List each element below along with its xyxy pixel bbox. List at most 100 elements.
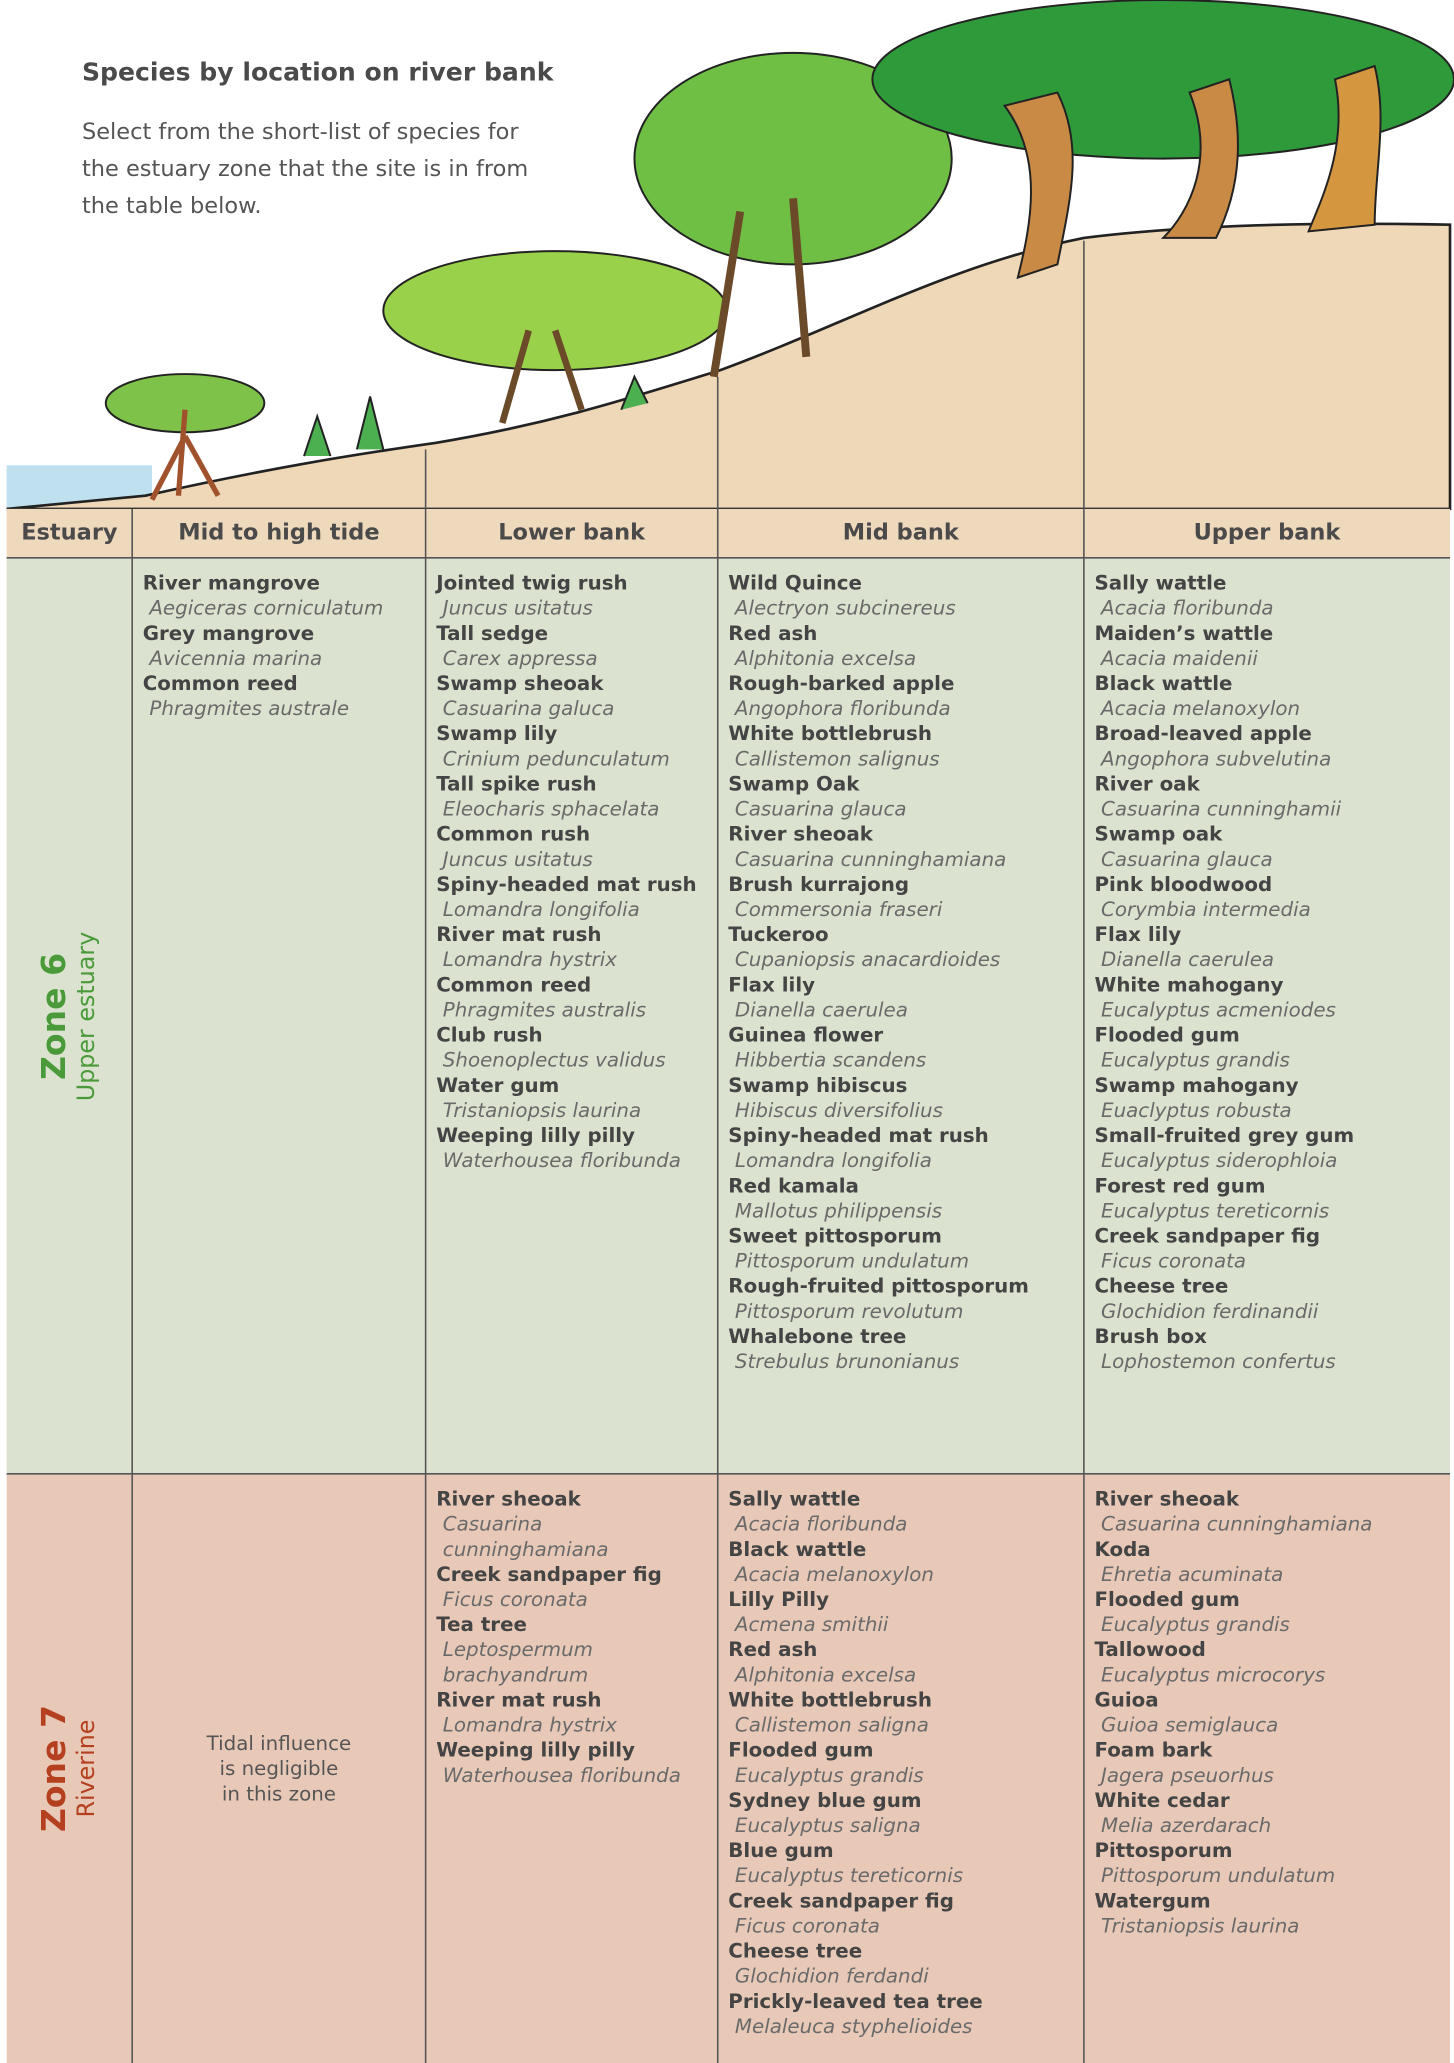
common-name: Flax lily (1094, 922, 1182, 947)
scientific-name: Avicennia marina (149, 646, 323, 671)
common-name: Creek sandpaper fig (436, 1562, 662, 1587)
scientific-name: Eleocharis sphacelata (442, 797, 660, 821)
common-name: Black wattle (728, 1537, 867, 1562)
common-name: Forest red gum (1094, 1173, 1266, 1198)
zone-label-text: Zone 7 Riverine (35, 1705, 102, 1833)
note-line: in this zone (221, 1781, 336, 1805)
common-name: Tea tree (436, 1612, 527, 1637)
zone-name: Zone 7 (35, 1705, 74, 1833)
common-name: Sydney blue gum (728, 1788, 922, 1813)
common-name: River oak (1094, 771, 1200, 796)
common-name: Swamp hibiscus (728, 1073, 908, 1098)
common-name: Water gum (436, 1073, 560, 1098)
common-name: Maiden’s wattle (1094, 621, 1274, 646)
common-name: Flax lily (728, 972, 816, 997)
common-name: Black wattle (1094, 671, 1233, 696)
zone-6-row (6, 557, 1451, 1474)
common-name: White bottlebrush (728, 1687, 932, 1712)
scientific-name: Dianella caerulea (1101, 947, 1275, 972)
species-cell: River mangrove Aegiceras corniculatum Grey… (132, 571, 425, 722)
scientific-name: Eucalyptus acmeniodes (1101, 997, 1336, 1022)
scientific-name: Eucalyptus grandis (1101, 1048, 1290, 1072)
scientific-name: Waterhousea floribunda (442, 1148, 681, 1173)
scientific-name: Commersonia fraseri (734, 897, 943, 922)
scientific-name: Hibbertia scandens (734, 1048, 927, 1072)
species-cell: Wild Quince Alectryon subcinereus Red ash A… (718, 571, 1084, 1375)
common-name: Sweet pittosporum (728, 1223, 942, 1248)
common-name: Tallowood (1094, 1637, 1206, 1662)
common-name: Cheese tree (1094, 1274, 1229, 1299)
scientific-name: Eucalyptus grandis (1101, 1612, 1290, 1637)
scientific-name: Ficus coronata (1101, 1249, 1247, 1273)
common-name: Pink bloodwood (1094, 872, 1273, 897)
common-name: Tall spike rush (436, 771, 597, 796)
common-name: Whalebone tree (728, 1324, 907, 1349)
column-header: Mid bank (842, 519, 959, 546)
scientific-name: Pittosporum revolutum (734, 1299, 964, 1324)
zone-label: Zone 6 Upper estuary (7, 558, 133, 1474)
common-name: Blue gum (728, 1838, 834, 1863)
common-name: Tall sedge (436, 621, 549, 646)
scientific-name: Crinium pedunculatum (442, 746, 670, 771)
common-name: Watergum (1094, 1888, 1211, 1913)
scientific-name: Casuarina cunninghamii (1101, 797, 1342, 821)
scientific-name: Tristaniopsis laurina (1101, 1913, 1300, 1938)
scientific-name: Eucalyptus grandis (734, 1763, 924, 1788)
note: Tidal influence is negligible in this zone (132, 1474, 425, 2063)
scientific-name: Phragmites australe (149, 696, 350, 721)
scientific-name: Eucalyptus microcorys (1101, 1662, 1326, 1687)
scientific-name: Callistemon saligna (734, 1713, 929, 1737)
common-name: River sheoak (436, 1487, 581, 1511)
trees (104, 0, 1454, 501)
scientific-name: Ficus coronata (734, 1913, 880, 1938)
scientific-name: Acmena smithii (734, 1612, 889, 1637)
common-name: Guinea flower (728, 1023, 884, 1047)
common-name: White bottlebrush (728, 721, 932, 746)
scientific-name: Melia azerdarach (1101, 1813, 1272, 1838)
river-bank (6, 222, 1452, 511)
common-name: Swamp sheoak (436, 671, 604, 696)
subtitle: Select from the short-list of species fo… (81, 118, 529, 220)
scientific-name: Euaclyptus robusta (1101, 1098, 1292, 1123)
common-name: Club rush (436, 1023, 543, 1047)
column-header: Mid to high tide (178, 519, 380, 546)
common-name: Flooded gum (1094, 1023, 1240, 1047)
zone-7-row (6, 1473, 1451, 2063)
scientific-name: Eucalyptus saligna (734, 1813, 921, 1838)
scientific-name: Casuarina cunninghamiana (734, 847, 1007, 872)
common-name: White mahogany (1094, 972, 1284, 997)
common-name: Small-fruited grey gum (1094, 1123, 1355, 1148)
scientific-name: Tristaniopsis laurina (442, 1098, 642, 1123)
common-name: Wild Quince (728, 571, 862, 595)
scientific-name: Angophora floribunda (734, 696, 951, 721)
zone-label: Zone 7 Riverine (7, 1474, 133, 2063)
common-name: Swamp lily (436, 721, 558, 746)
scientific-name: Acacia melanoxylon (734, 1562, 934, 1587)
scientific-name: Aegiceras corniculatum (149, 596, 384, 620)
scientific-name: Acacia floribunda (734, 1512, 908, 1536)
scientific-name: Juncus usitatus (442, 847, 593, 872)
common-name: Tuckeroo (728, 922, 829, 947)
scientific-name: Acacia melanoxylon (1101, 696, 1301, 721)
species-cell: River sheoak Casuarina cunninghamiana Cree… (426, 1487, 718, 1788)
scientific-name: Lomandra hystrix (442, 1713, 618, 1737)
scientific-name: Phragmites australis (442, 997, 647, 1022)
scientific-name: Lomandra hystrix (442, 947, 618, 972)
common-name: Creek sandpaper fig (728, 1888, 954, 1913)
species-cell: River sheoak Casuarina cunninghamiana Koda… (1084, 1487, 1450, 1939)
note-line: is negligible (219, 1756, 339, 1780)
note-line: Tidal influence (206, 1730, 352, 1755)
common-name: Rough-fruited pittosporum (728, 1274, 1029, 1299)
scientific-name: Lophostemon confertus (1101, 1349, 1336, 1374)
common-name: Flooded gum (1094, 1587, 1240, 1612)
scientific-name: Jagera pseuorhus (1101, 1763, 1274, 1788)
scientific-name: Ehretia acuminata (1101, 1562, 1284, 1587)
common-name: Cheese tree (728, 1939, 863, 1963)
scientific-name: Eucalyptus siderophloia (1101, 1148, 1338, 1173)
scientific-name: Angophora subvelutina (1101, 746, 1332, 771)
scientific-name: Casuarina cunninghamiana (1101, 1512, 1373, 1536)
species-cell: Sally wattle Acacia floribunda Black wattl… (718, 1487, 1084, 2040)
scientific-name: Pittosporum undulatum (1101, 1863, 1336, 1888)
